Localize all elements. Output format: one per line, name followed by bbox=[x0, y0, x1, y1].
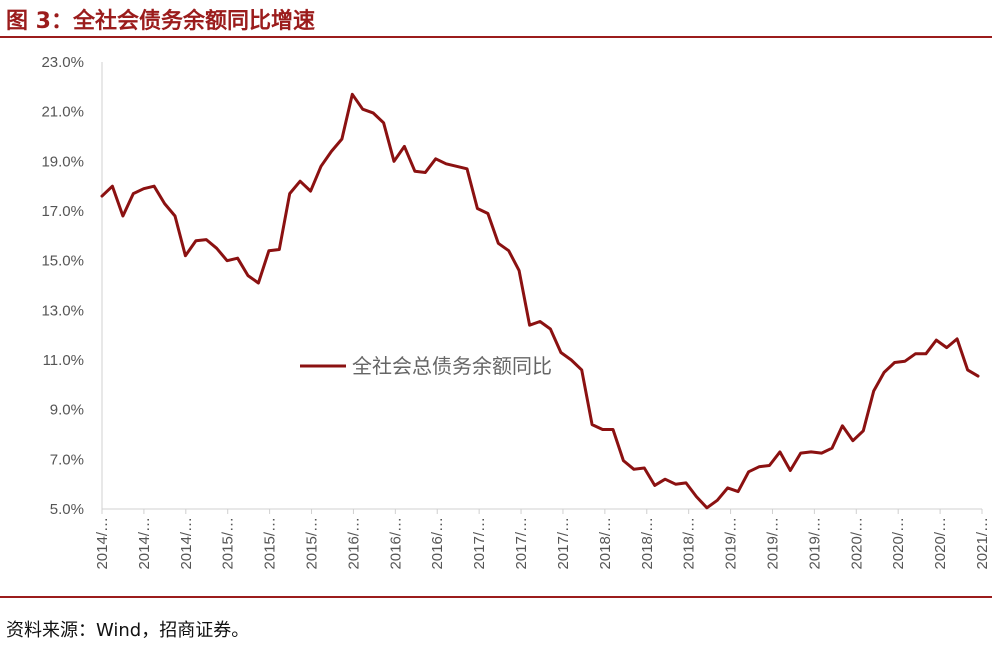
x-tick-label: 2017/… bbox=[513, 517, 530, 570]
x-tick-label: 2017/… bbox=[471, 517, 488, 570]
x-tick-label: 2018/… bbox=[639, 517, 656, 570]
x-tick-label: 2015/… bbox=[220, 517, 237, 570]
y-tick-label: 21.0% bbox=[41, 104, 84, 121]
x-tick-label: 2016/… bbox=[387, 517, 404, 570]
x-tick-label: 2019/… bbox=[806, 517, 823, 570]
y-tick-label: 13.0% bbox=[41, 302, 84, 319]
x-tick-label: 2019/… bbox=[764, 517, 781, 570]
x-tick-label: 2017/… bbox=[555, 517, 572, 570]
x-tick-label: 2018/… bbox=[597, 517, 614, 570]
x-tick-label: 2014/… bbox=[94, 517, 111, 570]
x-tick-label: 2016/… bbox=[429, 517, 446, 570]
source-note: 资料来源：Wind，招商证券。 bbox=[6, 620, 250, 641]
x-tick-label: 2019/… bbox=[723, 517, 740, 570]
x-tick-label: 2021/… bbox=[974, 517, 991, 570]
y-tick-label: 11.0% bbox=[43, 352, 84, 369]
y-tick-label: 9.0% bbox=[50, 402, 84, 419]
x-tick-label: 2020/… bbox=[890, 517, 907, 570]
legend: 全社会总债务余额同比 bbox=[300, 354, 552, 378]
y-axis: 5.0% 7.0% 9.0% 11.0% 13.0% 15.0% 17.0% 19.0% 21.… bbox=[41, 54, 103, 518]
x-tick-label: 2020/… bbox=[932, 517, 949, 570]
line-chart: 5.0% 7.0% 9.0% 11.0% 13.0% 15.0% 17.0% 19.0% 21.… bbox=[41, 54, 991, 570]
x-tick-label: 2016/… bbox=[345, 517, 362, 570]
chart-title: 图 3：全社会债务余额同比增速 bbox=[6, 9, 315, 34]
y-tick-label: 19.0% bbox=[41, 153, 84, 170]
title-divider bbox=[0, 36, 992, 38]
y-tick-label: 23.0% bbox=[41, 54, 84, 71]
x-tick-label: 2015/… bbox=[304, 517, 321, 570]
series-line bbox=[100, 92, 980, 510]
footer-divider bbox=[0, 596, 992, 598]
y-tick-label: 15.0% bbox=[41, 253, 84, 270]
y-tick-label: 17.0% bbox=[41, 203, 84, 220]
legend-label: 全社会总债务余额同比 bbox=[352, 354, 552, 378]
y-tick-label: 5.0% bbox=[50, 501, 84, 518]
y-tick-label: 7.0% bbox=[50, 451, 84, 468]
x-axis: 2014/… 2014/… 2014/… 2015/… 2015/… 2015/… 2016… bbox=[94, 508, 991, 570]
x-tick-label: 2018/… bbox=[681, 517, 698, 570]
series-layer bbox=[100, 92, 980, 510]
x-tick-label: 2020/… bbox=[848, 517, 865, 570]
x-tick-label: 2015/… bbox=[262, 517, 279, 570]
x-tick-label: 2014/… bbox=[178, 517, 195, 570]
x-tick-label: 2014/… bbox=[136, 517, 153, 570]
